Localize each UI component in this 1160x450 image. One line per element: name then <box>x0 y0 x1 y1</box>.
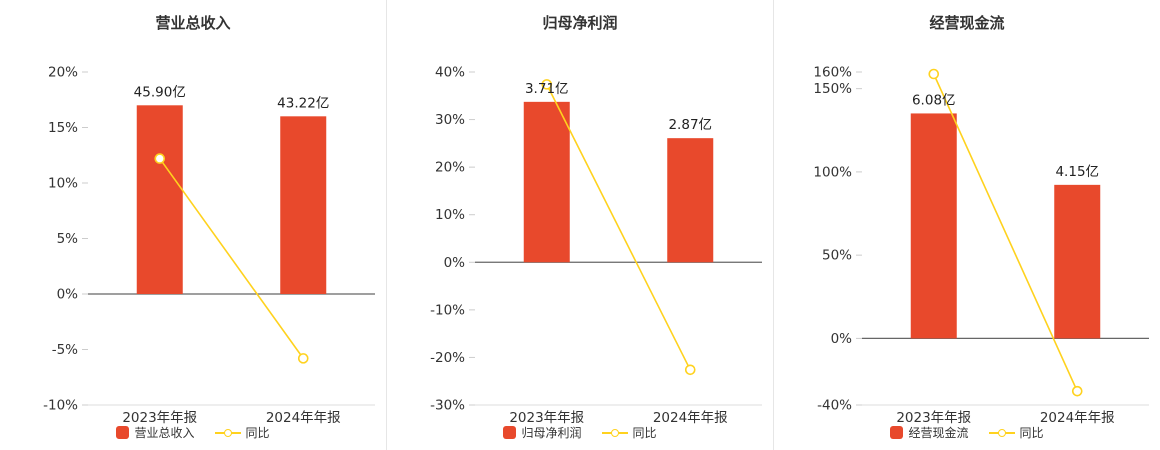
bar <box>523 101 570 263</box>
cash-flow-chart-legend: 经营现金流 同比 <box>774 424 1160 450</box>
line-circle-icon <box>223 428 232 437</box>
yoy-marker <box>928 68 940 80</box>
bar <box>910 113 957 339</box>
bar-value-label: 2.87亿 <box>668 117 712 133</box>
net-profit-chart-plot: 40% 30% 20% 10% 0% -10% -20% -30% 2023年年报 2024年年报… <box>430 65 762 424</box>
bar-value-label: 3.71亿 <box>525 81 569 97</box>
line-circle-icon <box>610 428 619 437</box>
revenue-chart-title: 营业总收入 <box>155 13 231 32</box>
legend-item-yoy-line[interactable]: 同比 <box>988 424 1044 441</box>
legend-item-yoy-line[interactable]: 同比 <box>601 424 657 441</box>
y-tick-label: 10% <box>48 176 78 192</box>
bar <box>667 138 714 263</box>
y-tick-label: 150% <box>813 81 852 97</box>
legend-line-label: 同比 <box>1019 426 1044 440</box>
y-tick-label: 5% <box>57 231 79 247</box>
legend-bar-label: 经营现金流 <box>908 426 969 440</box>
legend-item-yoy-line[interactable]: 同比 <box>214 424 270 441</box>
line-marker-icon <box>601 428 628 438</box>
y-tick-label: -30% <box>430 398 465 414</box>
y-tick-label: -10% <box>430 302 465 318</box>
bar-swatch-icon <box>890 426 904 439</box>
chart-panel-net-profit: 归母净利润 40% 30% 20% 10% 0% -10% -20% -30% 2023年年报 2… <box>386 0 773 450</box>
yoy-marker <box>297 353 309 364</box>
line-marker-icon <box>988 428 1015 438</box>
line-marker-icon <box>214 428 241 438</box>
y-tick-label: 10% <box>435 207 465 223</box>
y-tick-label: 30% <box>435 112 465 128</box>
y-tick-label: 50% <box>822 248 852 264</box>
y-tick-label: 160% <box>813 65 852 81</box>
legend-line-label: 同比 <box>632 426 657 440</box>
x-category-label: 2023年年报 <box>509 410 584 424</box>
net-profit-chart-legend: 归母净利润 同比 <box>387 424 773 450</box>
y-tick-label: 100% <box>813 164 852 180</box>
legend-bar-label: 归母净利润 <box>521 426 582 440</box>
legend-item-revenue-bar[interactable]: 营业总收入 <box>116 424 195 441</box>
y-tick-label: -5% <box>52 342 78 358</box>
cash-flow-chart-title: 经营现金流 <box>929 13 1005 32</box>
legend-bar-label: 营业总收入 <box>134 426 195 440</box>
legend-item-net-profit-bar[interactable]: 归母净利润 <box>503 424 582 441</box>
bar-swatch-icon <box>116 426 130 439</box>
y-tick-label: 0% <box>444 255 466 271</box>
y-tick-label: -20% <box>430 350 465 366</box>
x-category-label: 2023年年报 <box>896 410 971 424</box>
y-tick-label: -40% <box>817 398 852 414</box>
y-tick-label: 20% <box>435 160 465 176</box>
legend-line-label: 同比 <box>245 426 270 440</box>
bar-swatch-icon <box>503 426 517 439</box>
x-category-label: 2024年年报 <box>653 410 728 424</box>
bar <box>136 105 183 294</box>
revenue-chart-legend: 营业总收入 同比 <box>0 424 386 450</box>
bar <box>1054 184 1101 339</box>
bar-value-label: 45.90亿 <box>134 84 186 100</box>
revenue-chart-plot: 20% 15% 10% 5% 0% -5% -10% 2023年年报 2024年年报 45.90亿… <box>43 65 375 424</box>
bar-value-label: 6.08亿 <box>912 92 956 108</box>
y-tick-label: 40% <box>435 65 465 81</box>
bar-value-label: 4.15亿 <box>1055 164 1099 180</box>
yoy-marker <box>1071 385 1083 397</box>
y-tick-label: 20% <box>48 65 78 81</box>
yoy-marker <box>541 79 553 90</box>
chart-panel-cash-flow: 经营现金流 160% 150% 100% 50% 0% -40% 2023年年报 2024年年… <box>773 0 1160 450</box>
chart-panel-revenue: 营业总收入 20% 15% 10% 5% 0% -5% -10% 2023年年报 2024年年报… <box>0 0 386 450</box>
legend-item-cash-flow-bar[interactable]: 经营现金流 <box>890 424 969 441</box>
x-category-label: 2023年年报 <box>122 410 197 424</box>
y-tick-label: 0% <box>831 331 853 347</box>
y-tick-label: 0% <box>57 287 79 303</box>
yoy-line <box>546 84 691 371</box>
cash-flow-chart-plot: 160%150% 100% 50% 0% -40% 2023年年报 2024年年报 6.08亿… <box>813 65 1149 424</box>
y-tick-label: 15% <box>48 120 78 136</box>
yoy-line <box>159 158 304 359</box>
line-circle-icon <box>997 428 1006 437</box>
x-category-label: 2024年年报 <box>266 410 341 424</box>
bar-value-label: 43.22亿 <box>277 95 329 111</box>
yoy-line <box>933 73 1078 392</box>
x-category-label: 2024年年报 <box>1040 410 1115 424</box>
net-profit-chart-title: 归母净利润 <box>542 13 618 32</box>
yoy-marker <box>684 364 696 376</box>
yoy-marker <box>154 153 166 164</box>
bar <box>280 116 327 294</box>
y-tick-label: -10% <box>43 398 78 414</box>
